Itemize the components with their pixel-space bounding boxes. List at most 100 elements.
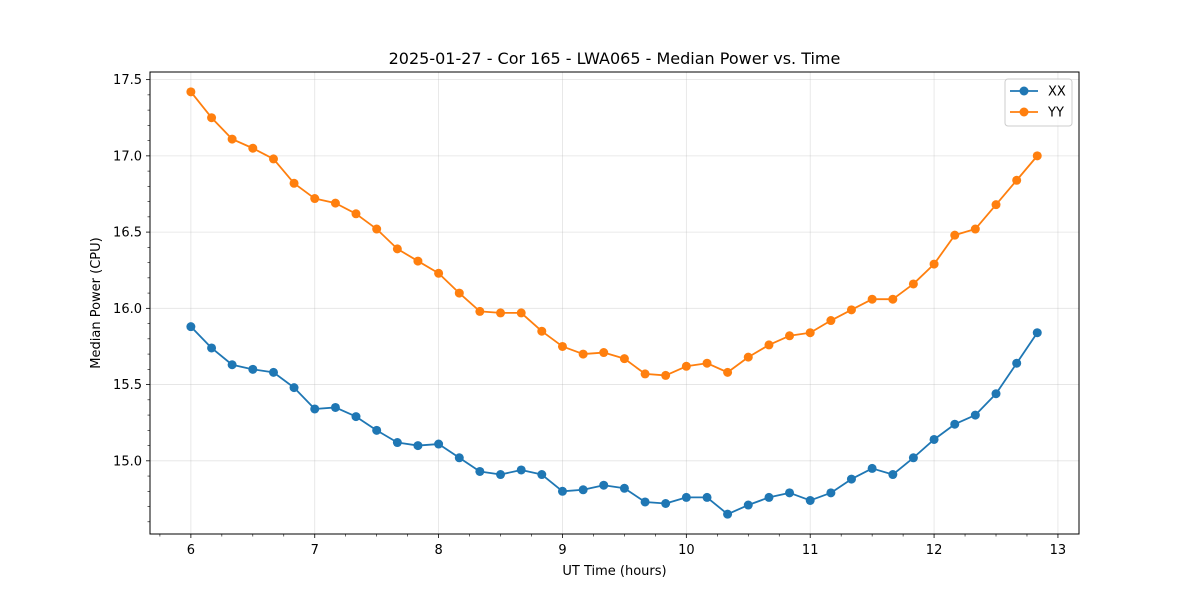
- y-tick-label: 17.0: [113, 149, 142, 164]
- data-point-xx: [434, 439, 444, 449]
- data-point-yy: [681, 361, 691, 371]
- data-point-xx: [826, 488, 836, 498]
- legend-marker-yy: [1019, 107, 1029, 117]
- data-point-yy: [227, 134, 237, 144]
- data-point-yy: [434, 268, 444, 278]
- data-point-xx: [351, 412, 361, 422]
- data-point-yy: [475, 306, 485, 316]
- data-point-xx: [970, 410, 980, 420]
- data-point-yy: [392, 244, 402, 254]
- data-point-yy: [454, 288, 464, 298]
- data-point-yy: [289, 178, 299, 188]
- data-point-xx: [599, 480, 609, 490]
- data-point-xx: [372, 425, 382, 435]
- data-point-xx: [929, 434, 939, 444]
- data-point-yy: [785, 331, 795, 341]
- grid-lines: [150, 72, 1079, 534]
- data-point-xx: [640, 497, 650, 507]
- data-point-xx: [413, 441, 423, 451]
- data-point-yy: [372, 224, 382, 234]
- data-point-yy: [702, 358, 712, 368]
- data-point-xx: [207, 343, 217, 353]
- data-point-xx: [454, 453, 464, 463]
- data-point-xx: [743, 500, 753, 510]
- data-point-yy: [743, 352, 753, 362]
- data-point-yy: [578, 349, 588, 359]
- data-point-xx: [908, 453, 918, 463]
- data-point-yy: [640, 369, 650, 379]
- data-point-xx: [557, 486, 567, 496]
- data-point-yy: [248, 143, 258, 153]
- series-line-yy: [190, 91, 1038, 377]
- data-point-xx: [227, 360, 237, 370]
- data-point-xx: [661, 499, 671, 509]
- data-point-xx: [723, 509, 733, 519]
- y-tick-label: 16.5: [113, 226, 142, 241]
- data-point-yy: [413, 256, 423, 266]
- legend: XX YY: [1004, 78, 1073, 127]
- plot-frame: [149, 71, 1080, 535]
- data-point-yy: [826, 316, 836, 326]
- data-point-yy: [351, 209, 361, 219]
- data-point-yy: [599, 348, 609, 358]
- data-point-yy: [310, 194, 320, 204]
- legend-label-yy: YY: [1047, 106, 1064, 121]
- x-tick-label: 6: [187, 543, 195, 558]
- data-point-xx: [1012, 358, 1022, 368]
- data-point-yy: [1032, 151, 1042, 161]
- data-point-yy: [888, 294, 898, 304]
- y-tick-label: 15.5: [113, 378, 142, 393]
- data-point-yy: [661, 370, 671, 380]
- y-tick-label: 15.0: [113, 454, 142, 469]
- axis-ticks: 6 7 8 9 10 11 12 13 15.0 15.5 16.0 16.5 17.0 17.5: [113, 73, 1066, 558]
- data-point-yy: [207, 113, 217, 123]
- data-point-yy: [764, 340, 774, 350]
- data-point-yy: [268, 154, 278, 164]
- series-yy: [186, 87, 1042, 380]
- data-point-xx: [991, 389, 1001, 399]
- data-point-xx: [248, 364, 258, 374]
- data-point-xx: [702, 492, 712, 502]
- data-point-xx: [867, 463, 877, 473]
- data-point-xx: [475, 466, 485, 476]
- x-tick-label: 13: [1050, 543, 1067, 558]
- data-point-yy: [991, 200, 1001, 210]
- x-tick-label: 8: [434, 543, 442, 558]
- data-point-xx: [268, 367, 278, 377]
- data-point-xx: [764, 492, 774, 502]
- data-point-xx: [516, 465, 526, 475]
- data-point-xx: [681, 492, 691, 502]
- data-point-yy: [330, 198, 340, 208]
- y-tick-label: 16.0: [113, 302, 142, 317]
- data-point-xx: [186, 322, 196, 332]
- data-point-yy: [970, 224, 980, 234]
- data-point-xx: [805, 495, 815, 505]
- data-point-xx: [846, 474, 856, 484]
- data-point-xx: [392, 438, 402, 448]
- series-xx: [186, 322, 1042, 519]
- data-point-yy: [516, 308, 526, 318]
- x-tick-label: 9: [558, 543, 566, 558]
- data-point-yy: [186, 87, 196, 97]
- data-point-xx: [950, 419, 960, 429]
- data-point-yy: [805, 328, 815, 338]
- x-tick-label: 7: [311, 543, 319, 558]
- data-point-xx: [330, 402, 340, 412]
- legend-marker-xx: [1019, 86, 1029, 96]
- legend-label-xx: XX: [1048, 85, 1066, 100]
- data-series: [186, 87, 1042, 519]
- data-point-xx: [578, 485, 588, 495]
- y-tick-label: 17.5: [113, 73, 142, 88]
- data-point-xx: [1032, 328, 1042, 338]
- data-point-xx: [289, 383, 299, 393]
- x-tick-label: 11: [802, 543, 819, 558]
- data-point-xx: [537, 470, 547, 480]
- data-point-xx: [310, 404, 320, 414]
- data-point-xx: [888, 470, 898, 480]
- chart-title: 2025-01-27 - Cor 165 - LWA065 - Median P…: [389, 49, 841, 68]
- data-point-yy: [1012, 175, 1022, 185]
- data-point-yy: [908, 279, 918, 289]
- y-axis-label: Median Power (CPU): [89, 237, 104, 368]
- data-point-yy: [950, 230, 960, 240]
- data-point-xx: [785, 488, 795, 498]
